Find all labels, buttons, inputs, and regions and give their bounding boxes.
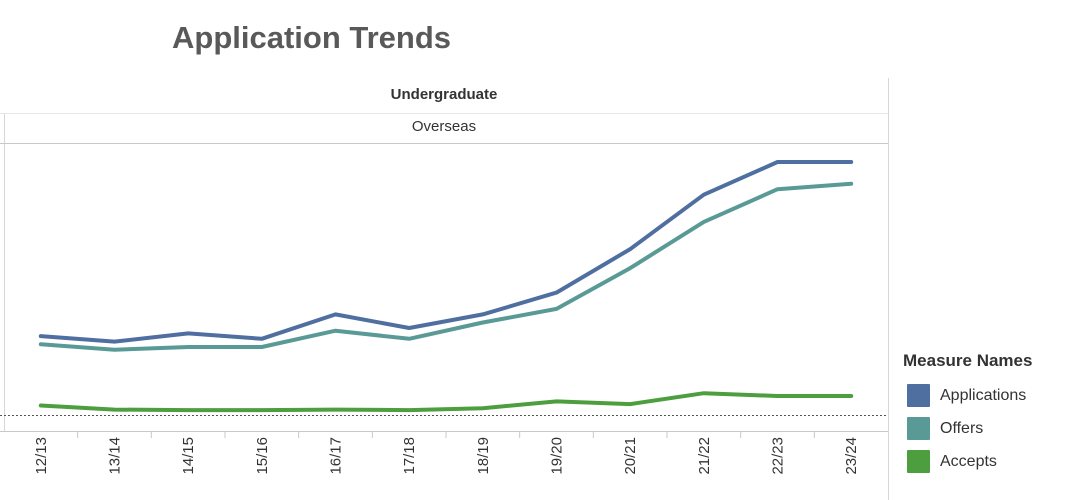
legend-swatch-accepts bbox=[907, 450, 930, 473]
legend-label-applications: Applications bbox=[940, 386, 1027, 404]
chart-title: Application Trends bbox=[172, 20, 452, 55]
x-tick-label: 22/23 bbox=[770, 437, 787, 475]
x-tick-label: 18/19 bbox=[475, 437, 492, 475]
legend-item-offers[interactable]: Offers bbox=[903, 412, 1073, 445]
x-tick-label: 12/13 bbox=[33, 437, 50, 475]
x-tick-label: 20/21 bbox=[622, 437, 639, 475]
column-header: Undergraduate bbox=[390, 86, 498, 103]
legend-title: Measure Names bbox=[903, 351, 1033, 370]
legend-label-offers: Offers bbox=[940, 419, 984, 437]
series-line-accepts[interactable] bbox=[38, 391, 854, 413]
x-tick-label: 21/22 bbox=[696, 437, 713, 475]
series-line-applications[interactable] bbox=[38, 160, 854, 344]
x-tick-label: 19/20 bbox=[549, 437, 566, 475]
legend-label-accepts: Accepts bbox=[940, 452, 997, 470]
x-tick-label: 14/15 bbox=[180, 437, 197, 475]
legend-item-applications[interactable]: Applications bbox=[903, 379, 1073, 412]
legend-item-accepts[interactable]: Accepts bbox=[903, 445, 1073, 478]
series-line-offers[interactable] bbox=[38, 181, 854, 352]
x-tick-label: 13/14 bbox=[107, 437, 124, 475]
column-subheader: Overseas bbox=[411, 118, 477, 135]
x-tick-label: 16/17 bbox=[328, 437, 345, 475]
legend-swatch-offers bbox=[907, 417, 930, 440]
x-tick-label: 15/16 bbox=[254, 437, 271, 475]
legend-swatch-applications bbox=[907, 384, 930, 407]
x-tick-label: 23/24 bbox=[843, 437, 860, 475]
legend: Measure Names Applications Offers Accept… bbox=[903, 351, 1073, 478]
x-tick-label: 17/18 bbox=[401, 437, 418, 475]
